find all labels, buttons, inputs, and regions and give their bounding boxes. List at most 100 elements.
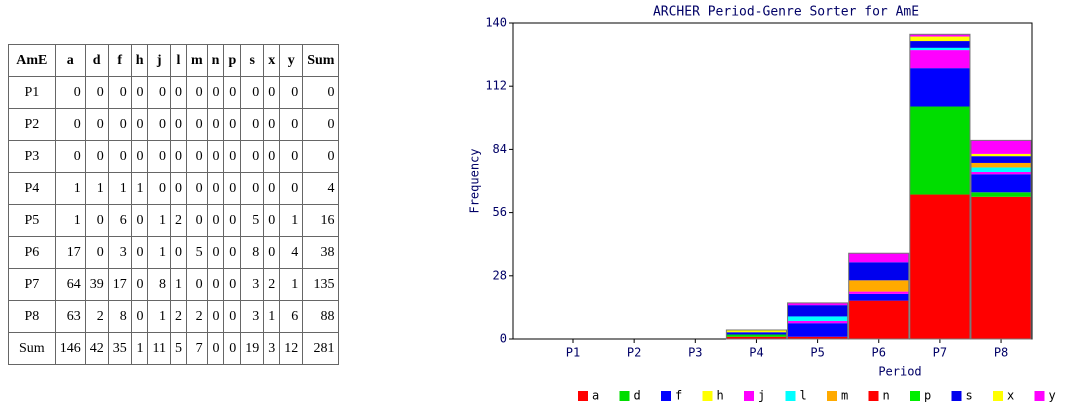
- legend-swatch: [910, 391, 920, 401]
- legend-swatch: [951, 391, 962, 401]
- legend-label: p: [924, 389, 931, 403]
- legend-label: l: [800, 389, 807, 403]
- table-cell: 38: [302, 236, 340, 269]
- bar-outline: [909, 33, 971, 340]
- bar-segment: [970, 153, 1032, 157]
- bar-segment: [726, 336, 787, 339]
- table-cell: 0: [279, 172, 304, 205]
- y-axis-label: Frequency: [468, 148, 482, 213]
- y-tick-label: 84: [493, 142, 507, 156]
- bar-segment: [787, 320, 848, 324]
- x-tick-label: P3: [688, 346, 702, 360]
- legend-swatch: [619, 391, 630, 401]
- bar-segment: [787, 316, 848, 321]
- bar-segment: [909, 34, 970, 37]
- legend-swatch: [993, 391, 1003, 401]
- table-cell: 5: [240, 204, 265, 237]
- table-cell: 0: [84, 108, 109, 141]
- row-header: Sum: [8, 332, 56, 365]
- bar-segment: [726, 332, 787, 335]
- legend-label: d: [634, 389, 641, 403]
- bar-segment: [787, 323, 848, 337]
- table-cell: 0: [302, 140, 340, 173]
- legend-swatch: [744, 391, 754, 401]
- header-cell: y: [279, 44, 304, 77]
- legend-swatch: [661, 391, 671, 401]
- bar-segment: [726, 334, 787, 337]
- x-axis-label: Period: [878, 365, 921, 379]
- table-cell: 0: [107, 76, 132, 109]
- bar-segment: [970, 192, 1032, 197]
- row-header: P4: [8, 172, 56, 205]
- bar-segment: [909, 41, 970, 48]
- bar-segment: [787, 302, 848, 306]
- legend-label: h: [717, 389, 724, 403]
- bar-segment: [726, 329, 787, 333]
- bar-segment: [909, 68, 970, 107]
- bar-segment: [787, 305, 848, 317]
- bar-segment: [970, 162, 1032, 168]
- x-tick-label: P4: [749, 346, 763, 360]
- table-cell: 0: [147, 172, 171, 205]
- legend-label: j: [758, 389, 765, 403]
- legend-label: n: [883, 389, 890, 403]
- bar-outline: [725, 329, 788, 340]
- x-tick-label: P7: [933, 346, 947, 360]
- x-tick-label: P1: [566, 346, 580, 360]
- y-tick-label: 112: [485, 79, 507, 93]
- bar-segment: [848, 262, 909, 281]
- table-cell: 0: [302, 108, 340, 141]
- y-tick-label: 28: [493, 268, 507, 282]
- table-cell: 64: [54, 268, 86, 301]
- bar-segment: [970, 171, 1032, 175]
- table-cell: 12: [279, 332, 304, 365]
- header-cell: Sum: [302, 44, 340, 77]
- table-row: P7 64 39 17 0 8 1 0 0 0 3 2 1 135: [8, 268, 340, 301]
- table-cell: 35: [107, 332, 132, 365]
- header-cell: a: [54, 44, 86, 77]
- table-row: P2 0 0 0 0 0 0 0 0 0 0 0 0 0: [8, 108, 340, 141]
- table-row: P4 1 1 1 1 0 0 0 0 0 0 0 0 4: [8, 172, 340, 205]
- table-cell: 42: [84, 332, 109, 365]
- legend-swatch: [827, 391, 837, 401]
- bar-segment: [909, 47, 970, 51]
- bar-segment: [848, 300, 909, 339]
- bar-segment: [848, 280, 909, 292]
- bar-segment: [848, 253, 909, 263]
- table-cell: 1: [169, 268, 187, 301]
- table-cell: 1: [54, 172, 86, 205]
- table-row: P8 63 2 8 0 1 2 2 0 0 3 1 6 88: [8, 300, 340, 333]
- bar-segment: [909, 50, 970, 69]
- table-cell: 0: [169, 236, 187, 269]
- table-cell: 11: [147, 332, 171, 365]
- legend-label: f: [675, 389, 682, 403]
- table-cell: 6: [279, 300, 304, 333]
- row-header: P6: [8, 236, 56, 269]
- table-cell: 63: [54, 300, 86, 333]
- legend-swatch: [868, 391, 879, 401]
- bar-segment: [787, 336, 848, 339]
- bar-outline: [787, 302, 849, 340]
- y-tick-label: 56: [493, 205, 507, 219]
- table-cell: 2: [84, 300, 109, 333]
- legend-swatch: [702, 391, 713, 401]
- table-cell: 0: [240, 172, 265, 205]
- table-cell: 0: [107, 108, 132, 141]
- data-table: AmE a d f h j l m n p s x y Sum P1 0 0 0 0 0 0 0 0 0 0 0 0 0 P2 0 0 0 0 0…: [8, 44, 340, 365]
- bar-segment: [909, 106, 970, 195]
- row-header: P2: [8, 108, 56, 141]
- table-cell: 16: [302, 204, 340, 237]
- legend-label: y: [1049, 389, 1056, 403]
- table-row: P1 0 0 0 0 0 0 0 0 0 0 0 0 0: [8, 76, 340, 109]
- x-tick-label: P8: [994, 346, 1008, 360]
- table-cell: 17: [54, 236, 86, 269]
- table-row: P6 17 0 3 0 1 0 5 0 0 8 0 4 38: [8, 236, 340, 269]
- x-tick-label: P5: [810, 346, 824, 360]
- table-cell: 88: [302, 300, 340, 333]
- bar-segment: [970, 167, 1032, 172]
- table-cell: 17: [107, 268, 132, 301]
- bar-segment: [909, 36, 970, 42]
- row-header: P8: [8, 300, 56, 333]
